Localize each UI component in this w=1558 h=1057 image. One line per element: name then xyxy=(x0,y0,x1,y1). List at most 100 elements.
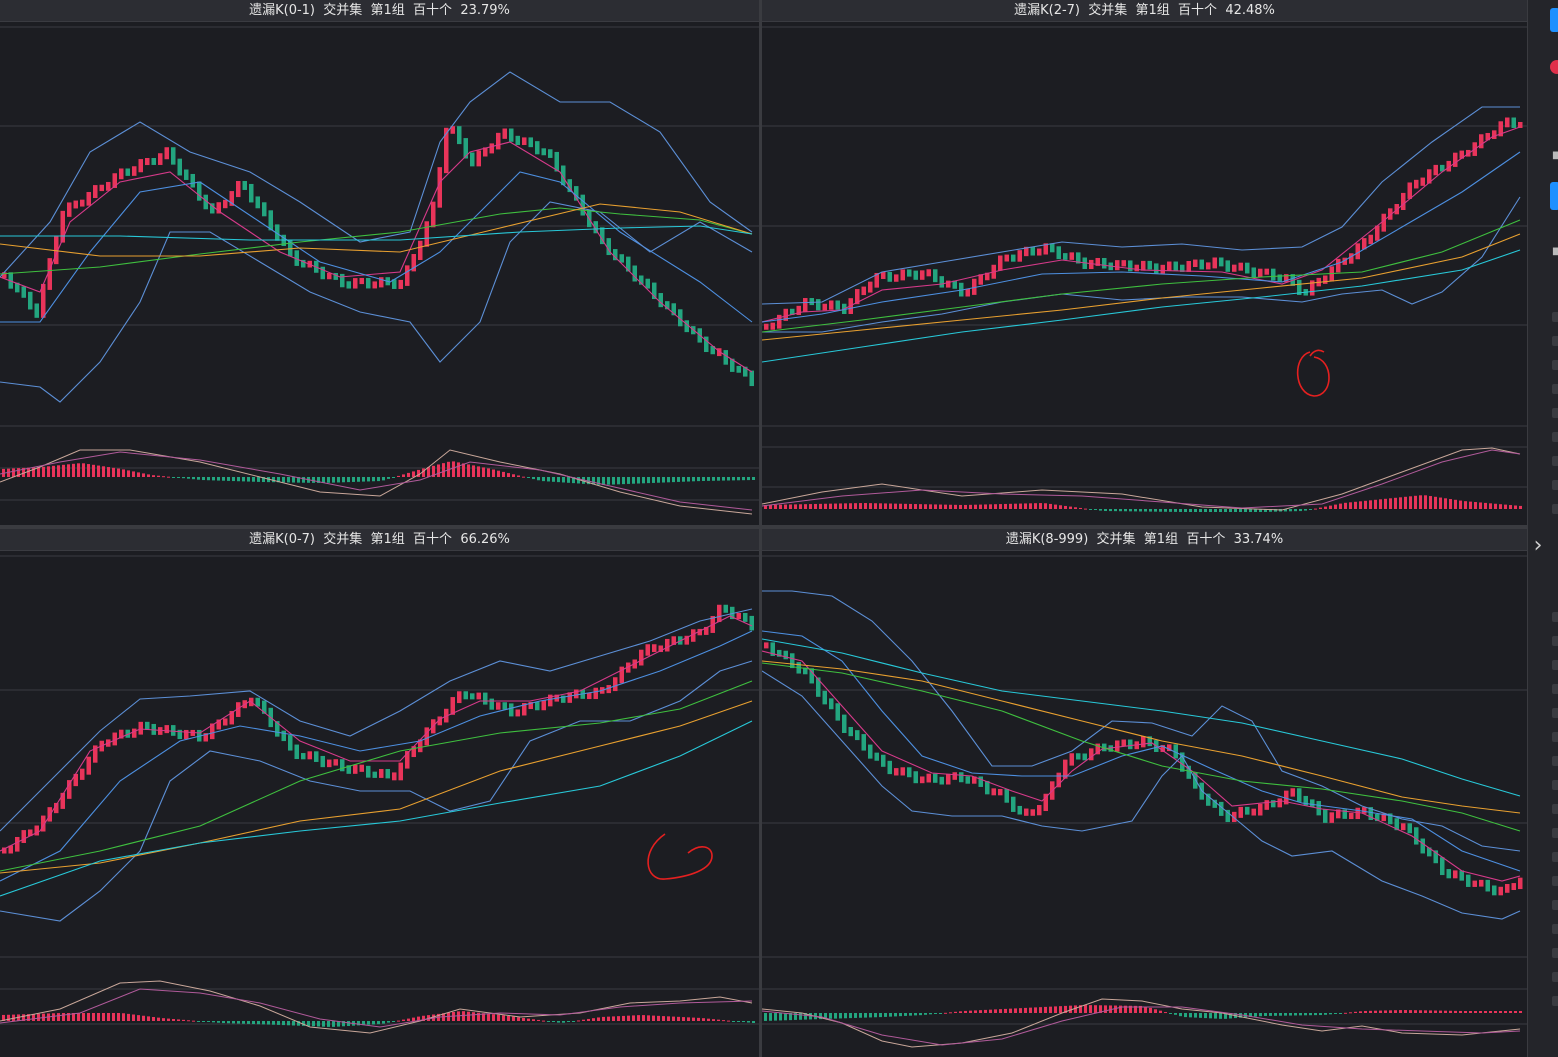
macd-bar xyxy=(904,1013,907,1016)
macd-bar xyxy=(1489,503,1492,509)
macd-bar xyxy=(1324,506,1327,509)
macd-bar xyxy=(1134,1005,1137,1013)
macd-dea-line xyxy=(0,451,753,511)
sidebar-tick xyxy=(1552,408,1558,418)
down-candle xyxy=(125,168,130,176)
up-candle xyxy=(717,604,722,623)
down-candle xyxy=(907,767,912,778)
macd-bar xyxy=(1469,501,1472,509)
down-candle xyxy=(939,776,944,785)
macd-bar xyxy=(522,1017,525,1021)
macd-bar xyxy=(292,477,295,483)
macd-bar xyxy=(262,1021,265,1025)
kline-chart[interactable] xyxy=(762,22,1527,525)
macd-bar xyxy=(1499,1011,1502,1013)
macd-bar xyxy=(1029,1007,1032,1013)
macd-bar xyxy=(167,476,170,478)
up-candle xyxy=(1121,260,1126,267)
macd-dif-line xyxy=(0,980,753,1034)
macd-bar xyxy=(1099,1005,1102,1013)
up-candle xyxy=(1362,238,1367,250)
macd-bar xyxy=(1259,509,1262,512)
macd-bar xyxy=(869,1013,872,1018)
macd-bar xyxy=(994,504,997,509)
macd-bar xyxy=(572,1021,575,1022)
macd-bar xyxy=(102,466,105,477)
macd-bar xyxy=(27,1014,30,1021)
up-candle xyxy=(158,727,163,735)
up-candle xyxy=(671,636,676,645)
macd-bar xyxy=(989,504,992,509)
chart-panel-2[interactable]: 遗漏K(2-7) 交并集 第1组 百十个 42.48% xyxy=(762,0,1527,525)
up-candle xyxy=(1121,739,1126,747)
macd-bar xyxy=(1109,509,1112,512)
chevron-right-icon[interactable]: › xyxy=(1533,533,1543,558)
up-candle xyxy=(1160,745,1165,752)
macd-bar xyxy=(727,1020,730,1022)
down-candle xyxy=(913,771,918,784)
macd-bar xyxy=(337,477,340,483)
down-candle xyxy=(842,714,847,733)
macd-bar xyxy=(1454,1010,1457,1013)
macd-bar xyxy=(172,1019,175,1021)
macd-bar xyxy=(392,1021,395,1022)
down-candle xyxy=(1011,254,1016,262)
horizontal-splitter[interactable] xyxy=(0,525,1527,529)
blue-tab-icon[interactable] xyxy=(1550,182,1558,210)
macd-bar xyxy=(1129,509,1132,512)
ma-cyan-line xyxy=(762,249,1521,363)
macd-bar xyxy=(622,477,625,485)
macd-bar xyxy=(829,1013,832,1019)
macd-bar xyxy=(492,469,495,477)
macd-bar xyxy=(47,466,50,477)
up-candle xyxy=(67,780,72,799)
up-candle xyxy=(457,691,462,704)
macd-bar xyxy=(117,1013,120,1021)
kline-chart[interactable] xyxy=(0,22,759,525)
macd-bar xyxy=(1249,1013,1252,1017)
kline-chart[interactable] xyxy=(0,551,759,1057)
macd-bar xyxy=(147,1016,150,1021)
up-candle xyxy=(587,692,592,700)
macd-bar xyxy=(402,1019,405,1021)
chart-panel-4[interactable]: 遗漏K(8-999) 交并集 第1组 百十个 33.74% xyxy=(762,529,1527,1057)
down-candle xyxy=(470,152,475,167)
up-candle xyxy=(684,635,689,645)
down-candle xyxy=(463,138,468,159)
macd-bar xyxy=(482,1013,485,1021)
down-candle xyxy=(294,744,299,760)
chart-panel-1[interactable]: 遗漏K(0-1) 交并集 第1组 百十个 23.79% xyxy=(0,0,759,525)
chart-panel-3[interactable]: 遗漏K(0-7) 交并集 第1组 百十个 66.26% xyxy=(0,529,759,1057)
down-candle xyxy=(606,238,611,256)
down-candle xyxy=(463,691,468,700)
macd-bar xyxy=(697,477,700,482)
macd-bar xyxy=(547,477,550,482)
up-candle xyxy=(1115,740,1120,752)
up-candle xyxy=(229,710,234,725)
down-candle xyxy=(952,280,957,289)
kline-chart[interactable] xyxy=(762,551,1527,1057)
macd-bar xyxy=(222,1021,225,1024)
macd-bar xyxy=(934,504,937,509)
down-candle xyxy=(887,271,892,282)
up-candle xyxy=(236,702,241,717)
up-candle xyxy=(783,308,788,321)
macd-bar xyxy=(617,1016,620,1021)
blue-tab-icon[interactable] xyxy=(1550,8,1558,32)
macd-bar xyxy=(1469,1011,1472,1013)
macd-bar xyxy=(1379,1010,1382,1013)
macd-bar xyxy=(727,477,730,481)
up-candle xyxy=(418,240,423,261)
ma-green-line xyxy=(762,219,1521,333)
sidebar-tick xyxy=(1552,804,1558,814)
up-candle xyxy=(764,642,769,649)
macd-bar xyxy=(37,1013,40,1021)
macd-bar xyxy=(1119,1005,1122,1013)
macd-bar xyxy=(834,1013,837,1019)
ma-orange-line xyxy=(762,660,1521,814)
red-dot-icon[interactable] xyxy=(1550,60,1558,74)
up-candle xyxy=(1277,798,1282,808)
down-candle xyxy=(1004,789,1009,803)
up-candle xyxy=(60,210,65,243)
macd-bar xyxy=(702,1018,705,1021)
